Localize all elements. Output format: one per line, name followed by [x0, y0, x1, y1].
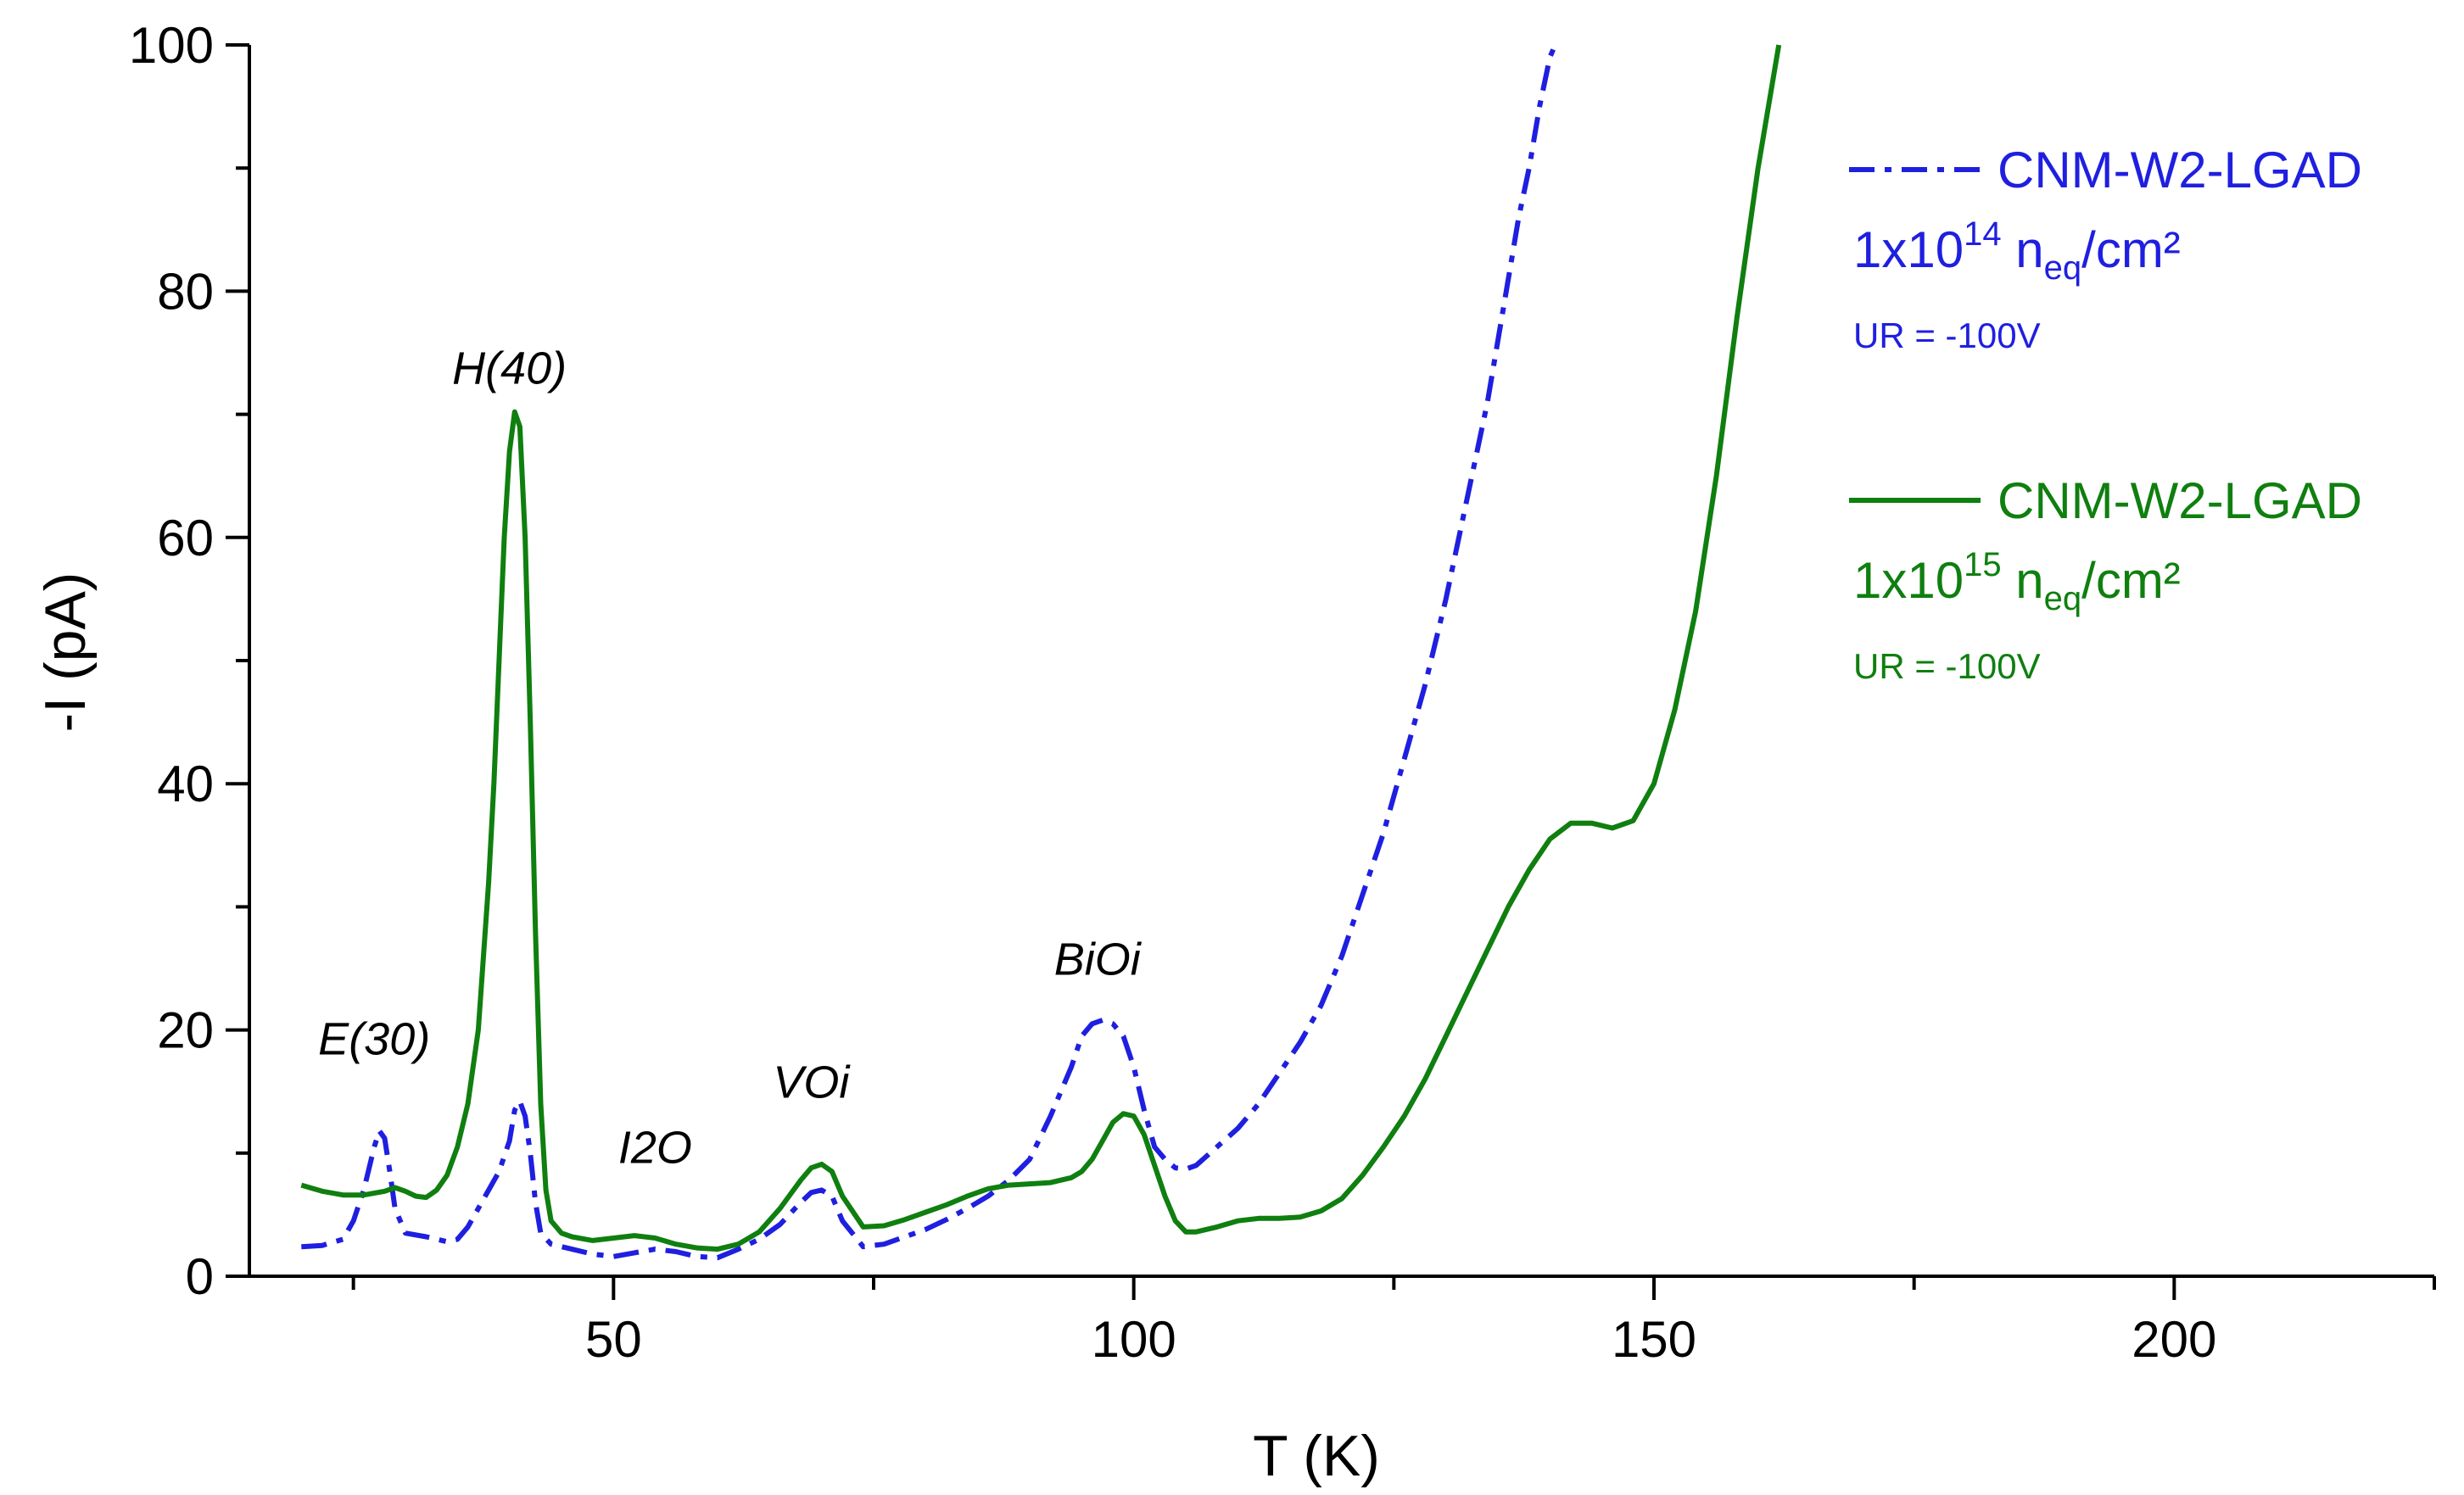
axes: 50 100 150 200 0 20 40 60 80 100 T (K) -I (pA)	[33, 17, 2436, 1488]
legend-bias: UR = -100V	[1853, 646, 2041, 686]
y-tick-label: 40	[157, 756, 214, 812]
legend-fluence: 1x1014 neq/cm²	[1853, 215, 2181, 287]
x-tick-label: 200	[2132, 1311, 2216, 1368]
legend: CNM-W2-LGAD 1x1014 neq/cm² UR = -100V CNM-W…	[1849, 142, 2362, 686]
x-axis-title: T (K)	[1253, 1424, 1380, 1488]
peak-label: H(40)	[452, 343, 567, 393]
x-tick-label: 50	[585, 1311, 642, 1368]
series-line-1e15	[300, 44, 1782, 1252]
peak-label: BiOi	[1054, 934, 1143, 985]
legend-series-name: CNM-W2-LGAD	[1997, 142, 2362, 198]
y-axis-title: -I (pA)	[33, 572, 98, 733]
x-tick-label: 150	[1612, 1311, 1696, 1368]
y-tick-label: 100	[129, 17, 214, 74]
y-tick-label: 80	[157, 263, 214, 320]
y-tick-label: 20	[157, 1002, 214, 1059]
peak-label: I2O	[618, 1122, 692, 1173]
series-line-1e14	[301, 43, 1558, 1261]
x-tick-label: 100	[1092, 1311, 1176, 1368]
y-tick-label: 60	[157, 510, 214, 566]
peak-label: VOi	[773, 1057, 851, 1107]
peak-label: E(30)	[318, 1014, 430, 1065]
legend-bias: UR = -100V	[1853, 315, 2041, 355]
annotations: E(30) H(40) I2O VOi BiOi	[318, 343, 1143, 1173]
y-tick-label: 0	[186, 1248, 214, 1305]
legend-fluence: 1x1015 neq/cm²	[1853, 546, 2181, 617]
series-layer	[300, 43, 1782, 1261]
legend-series-name: CNM-W2-LGAD	[1997, 472, 2362, 529]
